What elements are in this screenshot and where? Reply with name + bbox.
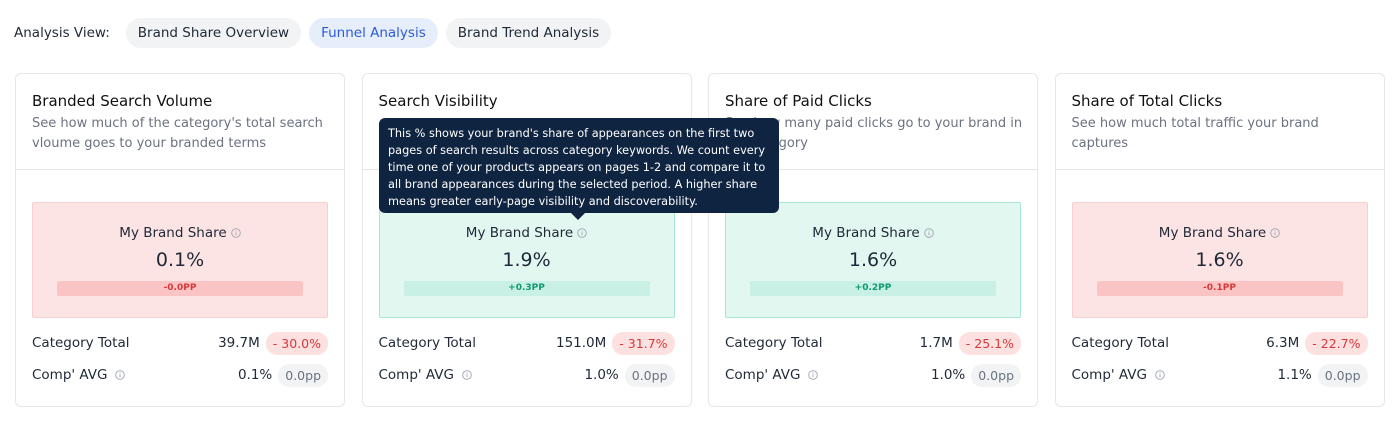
comp-value: 1.1%	[1277, 367, 1312, 383]
tooltip: This % shows your brand's share of appea…	[379, 118, 779, 220]
divider	[709, 169, 1037, 170]
share-label: My Brand Share	[726, 225, 1020, 241]
comp-value: 0.1%	[237, 367, 273, 383]
comp-label-text: Comp' AVG	[725, 367, 801, 383]
info-icon[interactable]	[230, 228, 241, 238]
share-label: My Brand Share	[33, 225, 327, 241]
share-value: 1.6%	[848, 249, 898, 271]
category-label: Category Total	[379, 335, 557, 351]
share-value: 1.6%	[1195, 249, 1244, 271]
comp-label: Comp' AVG	[725, 367, 931, 383]
comp-change: 0.0pp	[278, 363, 328, 387]
comp-label: Comp' AVG	[1072, 367, 1278, 383]
comp-label: Comp' AVG	[32, 367, 238, 383]
share-change: +0.3PP	[403, 281, 650, 296]
category-value: 151.0M	[556, 335, 607, 351]
share-box: My Brand Share 1.6% -0.1PP	[1071, 202, 1368, 318]
view-label: Analysis View:	[14, 25, 110, 41]
category-label-text: Category Total	[725, 335, 823, 351]
share-label-text: My Brand Share	[465, 225, 574, 241]
share-change: -0.1PP	[1096, 281, 1343, 296]
category-row: Category Total 39.7M - 30.0%	[32, 331, 328, 355]
comp-label-text: Comp' AVG	[1071, 367, 1147, 383]
share-label-text: My Brand Share	[119, 225, 227, 241]
share-change: -0.0PP	[57, 281, 303, 296]
divider	[1055, 169, 1384, 170]
divider	[16, 169, 344, 170]
tab[interactable]: Brand Trend Analysis	[445, 18, 612, 48]
comp-change: 0.0pp	[971, 363, 1021, 387]
comp-value: 1.0%	[584, 367, 619, 383]
comp-change: 0.0pp	[624, 363, 675, 387]
category-label: Category Total	[1072, 335, 1267, 351]
info-icon[interactable]	[577, 228, 587, 238]
share-label: My Brand Share	[1073, 225, 1367, 241]
comp-label: Comp' AVG	[379, 367, 585, 383]
category-label-text: Category Total	[1071, 335, 1170, 351]
category-change: - 31.7%	[612, 331, 675, 355]
category-row: Category Total 6.3M - 22.7%	[1072, 331, 1368, 355]
share-value: 1.9%	[502, 249, 551, 271]
comp-label-text: Comp' AVG	[378, 367, 454, 383]
share-box: My Brand Share 0.1% -0.0PP	[32, 202, 328, 318]
category-change: - 30.0%	[265, 331, 328, 355]
category-label-text: Category Total	[32, 335, 130, 351]
category-value: 39.7M	[218, 335, 260, 351]
card-description: See how much total traffic your brand ca…	[1071, 116, 1319, 151]
category-value: 6.3M	[1266, 335, 1300, 351]
share-value: 0.1%	[155, 249, 205, 271]
category-row: Category Total 1.7M - 25.1%	[725, 331, 1021, 355]
info-icon[interactable]	[115, 370, 126, 380]
comp-row: Comp' AVG 1.1% 0.0pp	[1072, 363, 1368, 387]
card-title: Share of Paid Clicks	[725, 92, 872, 110]
share-label-text: My Brand Share	[1158, 225, 1267, 241]
comp-value: 1.0%	[930, 367, 966, 383]
comp-row: Comp' AVG 1.0% 0.0pp	[725, 363, 1021, 387]
share-change: +0.2PP	[750, 281, 996, 296]
tab[interactable]: Brand Share Overview	[125, 18, 302, 48]
tab[interactable]: Funnel Analysis	[309, 18, 438, 48]
category-change: - 22.7%	[1305, 331, 1368, 355]
card-title: Branded Search Volume	[32, 92, 213, 110]
info-icon[interactable]	[462, 370, 472, 380]
card-description: See how much of the category's total sea…	[32, 116, 323, 151]
metric-card: Share of Total Clicks See how much total …	[1054, 73, 1385, 407]
share-label: My Brand Share	[380, 225, 674, 241]
category-label: Category Total	[32, 335, 218, 351]
comp-row: Comp' AVG 0.1% 0.0pp	[32, 363, 328, 387]
comp-change: 0.0pp	[1317, 363, 1368, 387]
category-change: - 25.1%	[958, 331, 1021, 355]
share-box: My Brand Share 1.9% +0.3PP	[378, 202, 675, 318]
share-label-text: My Brand Share	[812, 225, 920, 241]
category-label-text: Category Total	[378, 335, 477, 351]
info-icon[interactable]	[808, 370, 819, 380]
category-label: Category Total	[725, 335, 920, 351]
info-icon[interactable]	[923, 228, 934, 238]
card-title: Search Visibility	[378, 92, 498, 110]
category-value: 1.7M	[919, 335, 953, 351]
header: Analysis View: Brand Share Overview Funne…	[14, 17, 612, 49]
category-row: Category Total 151.0M - 31.7%	[379, 331, 675, 355]
info-icon[interactable]	[1155, 370, 1165, 380]
card-title: Share of Total Clicks	[1071, 92, 1223, 110]
metric-card: Branded Search Volume See how much of the…	[15, 73, 345, 407]
share-box: My Brand Share 1.6% +0.2PP	[725, 202, 1021, 318]
comp-row: Comp' AVG 1.0% 0.0pp	[379, 363, 675, 387]
info-icon[interactable]	[1270, 228, 1280, 238]
comp-label-text: Comp' AVG	[32, 367, 108, 383]
